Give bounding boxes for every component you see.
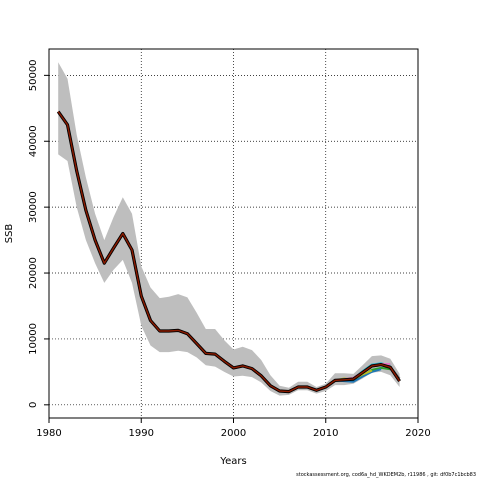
x-tick-label: 2020 bbox=[405, 428, 430, 439]
y-tick-label: 40000 bbox=[28, 125, 39, 157]
y-tick-label: 10000 bbox=[28, 323, 39, 355]
x-tick-label: 1980 bbox=[36, 428, 61, 439]
ssb-line-layer bbox=[56, 110, 401, 394]
x-axis-title: Years bbox=[219, 456, 246, 467]
x-tick-label: 2010 bbox=[313, 428, 338, 439]
y-tick-label: 0 bbox=[28, 402, 39, 408]
confidence-band bbox=[58, 62, 400, 396]
confidence-band-layer bbox=[58, 62, 400, 396]
y-tick-label: 20000 bbox=[28, 257, 39, 289]
x-axis: 1980 1990 2000 2010 2020 bbox=[36, 418, 431, 439]
y-tick-label: 30000 bbox=[28, 191, 39, 223]
ssb-series-line-inner bbox=[57, 111, 401, 393]
y-axis: 0 10000 20000 30000 40000 50000 bbox=[28, 59, 49, 408]
footer-credit: stockassessment.org, cod6a_hd_WKDEM2b, r… bbox=[296, 472, 476, 478]
y-axis-title: SSB bbox=[4, 224, 15, 244]
x-tick-label: 1990 bbox=[129, 428, 154, 439]
y-tick-label: 50000 bbox=[28, 59, 39, 91]
x-tick-label: 2000 bbox=[221, 428, 246, 439]
